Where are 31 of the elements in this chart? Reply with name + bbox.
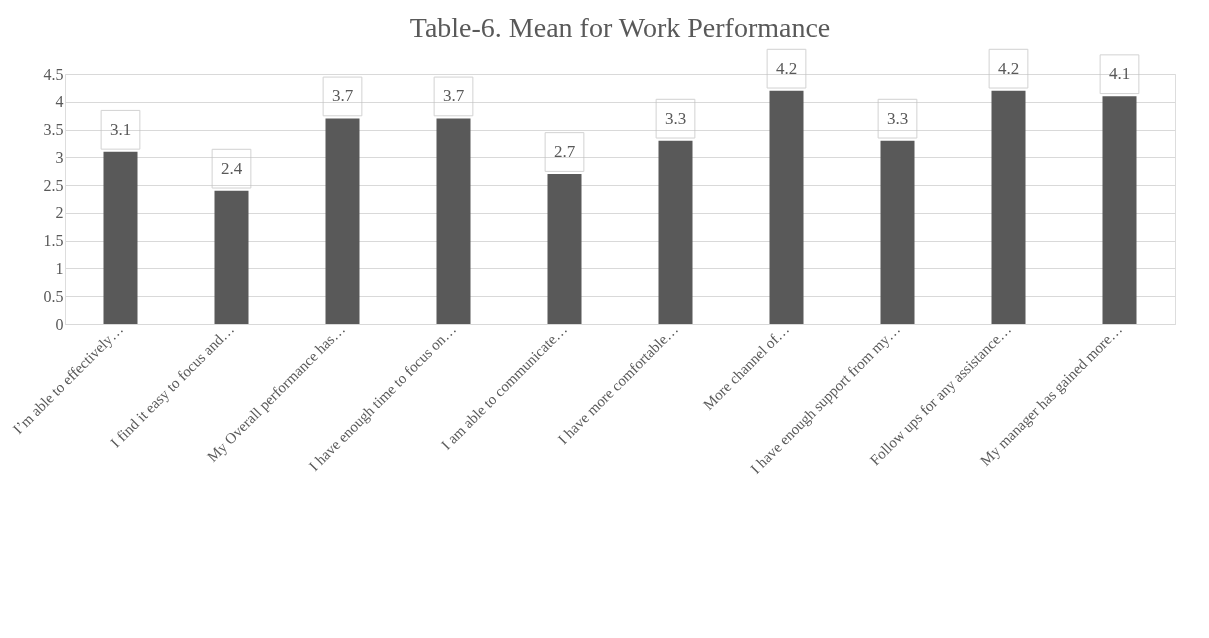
bar	[769, 90, 804, 324]
data-label: 2.7	[553, 142, 576, 161]
bar	[436, 118, 471, 324]
bar	[547, 174, 582, 324]
y-tick-label: 4.5	[43, 65, 64, 83]
y-tick-label: 4	[55, 93, 64, 111]
y-tick-label: 3.5	[43, 121, 64, 139]
data-label: 3.3	[886, 108, 909, 128]
y-tick-label: 0.5	[43, 287, 64, 305]
bar	[658, 140, 693, 324]
y-tick-label: 1.5	[43, 232, 64, 250]
y-tick-label: 2.5	[43, 176, 64, 194]
chart-title: Table-6. Mean for Work Performance	[409, 12, 831, 44]
bar	[325, 118, 360, 324]
data-label: 3.3	[664, 108, 687, 128]
bar	[991, 90, 1026, 324]
data-label: 4.1	[1108, 64, 1131, 84]
data-label: 2.4	[220, 158, 243, 178]
data-label: 3.1	[109, 119, 132, 139]
y-tick-label: 1	[55, 259, 64, 277]
bar	[214, 190, 249, 324]
data-label: 3.7	[331, 86, 354, 106]
data-label: 3.7	[442, 86, 465, 106]
bar	[880, 140, 915, 324]
y-tick-label: 0	[55, 315, 64, 333]
bar	[1102, 96, 1137, 324]
y-tick-label: 3	[55, 148, 64, 166]
bar	[103, 151, 138, 324]
data-label: 4.2	[775, 58, 798, 78]
data-label: 4.2	[997, 58, 1020, 78]
y-tick-label: 2	[55, 204, 64, 222]
